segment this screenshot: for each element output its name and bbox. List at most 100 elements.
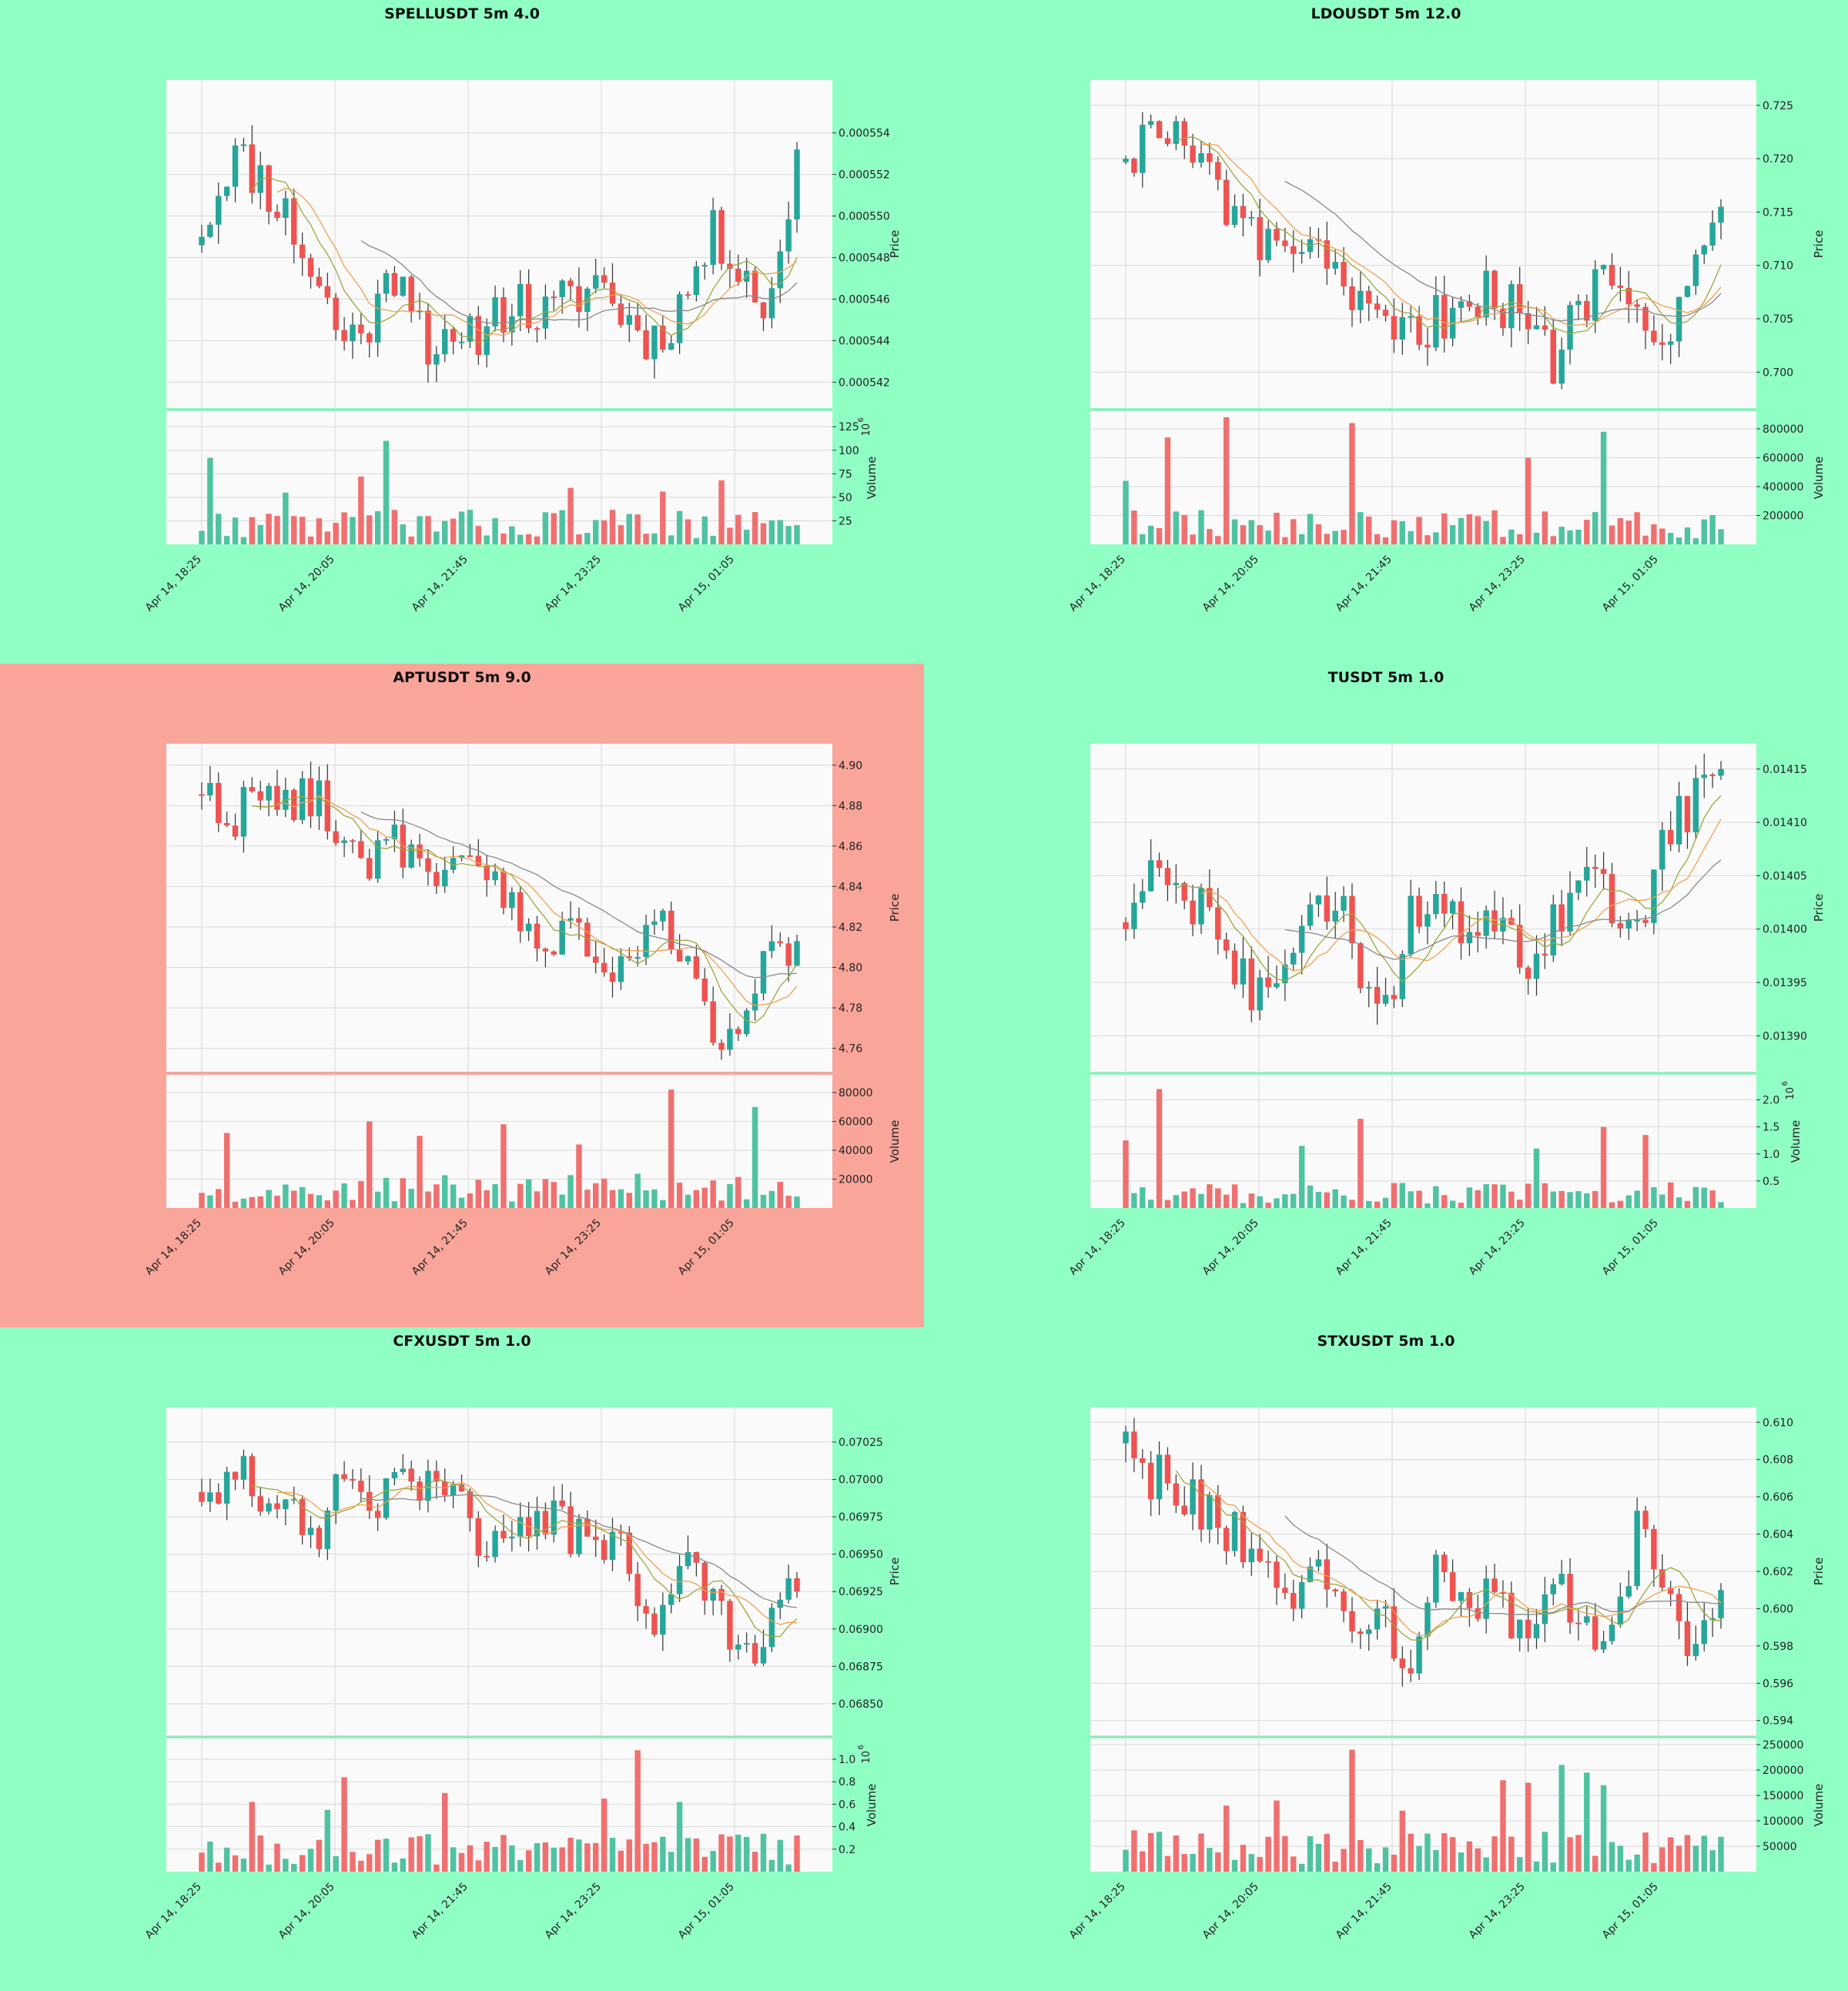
volume-bar bbox=[718, 1834, 725, 1872]
candle-body bbox=[676, 1566, 683, 1594]
candle-body bbox=[1600, 1641, 1607, 1650]
candle-body bbox=[1600, 265, 1607, 269]
price-tick-label: 0.06950 bbox=[839, 1549, 883, 1561]
volume-bar bbox=[475, 526, 482, 544]
volume-bar bbox=[333, 523, 339, 544]
volume-bar bbox=[374, 1839, 381, 1872]
candle-body bbox=[199, 236, 205, 246]
price-tick-label: 0.07025 bbox=[839, 1437, 883, 1449]
candle-body bbox=[1483, 1578, 1489, 1619]
candle-body bbox=[1140, 891, 1146, 903]
candle-body bbox=[542, 949, 549, 952]
volume-tick-label: 1.5 bbox=[1763, 1122, 1779, 1134]
volume-bar bbox=[1382, 1847, 1389, 1872]
volume-bar bbox=[1190, 1853, 1196, 1872]
moving-average-line bbox=[1284, 1515, 1722, 1616]
volume-bar bbox=[660, 1200, 666, 1208]
candle-body bbox=[1173, 121, 1180, 144]
x-tick-label: Apr 14, 18:25 bbox=[1067, 554, 1128, 614]
candle-body bbox=[1399, 316, 1406, 340]
candle-body bbox=[232, 1471, 239, 1480]
candle-body bbox=[492, 1531, 498, 1558]
price-axis-label: Price bbox=[1812, 894, 1826, 922]
volume-bar bbox=[408, 536, 414, 544]
candle-body bbox=[1324, 240, 1331, 269]
volume-bar bbox=[1366, 1200, 1372, 1208]
candle-body bbox=[391, 825, 398, 839]
candle-body bbox=[434, 872, 440, 887]
candle-body bbox=[1475, 1608, 1481, 1619]
volume-bar bbox=[1315, 524, 1322, 544]
volume-bar bbox=[1215, 1852, 1221, 1872]
price-tick-label: 0.000548 bbox=[839, 253, 890, 265]
price-tick-label: 0.725 bbox=[1763, 100, 1793, 112]
volume-bar bbox=[1651, 524, 1657, 544]
volume-bar bbox=[350, 1852, 356, 1872]
volume-bar bbox=[1274, 1198, 1280, 1208]
candle-body bbox=[660, 1605, 666, 1635]
volume-bar bbox=[643, 1190, 649, 1208]
candle-body bbox=[525, 283, 532, 329]
price-tick-label: 4.80 bbox=[839, 962, 862, 975]
candle-body bbox=[1248, 958, 1255, 1011]
price-tick-label: 0.06850 bbox=[839, 1698, 883, 1711]
volume-bar bbox=[551, 1847, 557, 1872]
volume-bar bbox=[584, 533, 591, 544]
volume-bar bbox=[794, 1196, 800, 1208]
volume-bar bbox=[1701, 519, 1707, 544]
volume-bar bbox=[266, 514, 272, 544]
volume-bar bbox=[760, 523, 767, 544]
volume-bar bbox=[1424, 1833, 1431, 1872]
volume-bar bbox=[1600, 1785, 1607, 1872]
volume-bar bbox=[601, 1178, 608, 1208]
volume-bar bbox=[1491, 510, 1498, 544]
candle-body bbox=[668, 910, 675, 950]
volume-bar bbox=[1399, 1810, 1406, 1872]
volume-tick-label: 800000 bbox=[1763, 423, 1803, 436]
volume-bar bbox=[1198, 510, 1204, 544]
volume-tick-label: 100000 bbox=[1763, 1815, 1803, 1828]
volume-bar bbox=[1692, 1186, 1699, 1208]
moving-average-line bbox=[1176, 136, 1722, 335]
volume-bar bbox=[1265, 1203, 1271, 1208]
volume-bar bbox=[626, 1193, 632, 1208]
volume-bar bbox=[1441, 513, 1448, 544]
chart-title: APTUSDT 5m 9.0 bbox=[393, 669, 531, 686]
candle-body bbox=[1374, 303, 1381, 310]
price-tick-label: 0.598 bbox=[1763, 1641, 1793, 1653]
volume-bar bbox=[1366, 1848, 1372, 1872]
candle-body bbox=[1366, 986, 1372, 989]
x-tick-label: Apr 14, 23:25 bbox=[1467, 1881, 1528, 1942]
volume-tick-label: 200000 bbox=[1763, 1765, 1803, 1777]
candle-body bbox=[668, 343, 675, 350]
candle-body bbox=[500, 297, 507, 333]
volume-bar bbox=[1709, 515, 1716, 544]
volume-tick-label: 20000 bbox=[839, 1174, 873, 1186]
candle-body bbox=[584, 1518, 591, 1537]
price-tick-label: 0.594 bbox=[1763, 1715, 1793, 1728]
candle-body bbox=[1140, 125, 1146, 173]
candle-body bbox=[1274, 1561, 1280, 1588]
candle-body bbox=[400, 276, 407, 296]
candle-body bbox=[1349, 1611, 1355, 1632]
candle-body bbox=[442, 329, 448, 355]
volume-bar bbox=[1307, 1185, 1314, 1208]
volume-bar bbox=[1424, 1203, 1431, 1208]
candle-body bbox=[199, 794, 205, 796]
volume-bar bbox=[1123, 480, 1129, 544]
volume-bar bbox=[1441, 1833, 1448, 1872]
price-tick-label: 0.06925 bbox=[839, 1586, 883, 1598]
candle-body bbox=[1408, 316, 1414, 318]
volume-bar bbox=[299, 517, 306, 544]
candle-body bbox=[1592, 269, 1599, 321]
candle-body bbox=[1458, 1591, 1465, 1601]
volume-bar bbox=[509, 526, 515, 544]
volume-bar bbox=[710, 1180, 716, 1208]
volume-bar bbox=[442, 1792, 448, 1872]
volume-bar bbox=[567, 1175, 574, 1208]
candle-body bbox=[341, 1474, 347, 1479]
volume-bar bbox=[1399, 521, 1406, 544]
volume-bar bbox=[517, 1860, 524, 1872]
volume-bar bbox=[718, 480, 725, 544]
volume-bar bbox=[660, 491, 666, 544]
